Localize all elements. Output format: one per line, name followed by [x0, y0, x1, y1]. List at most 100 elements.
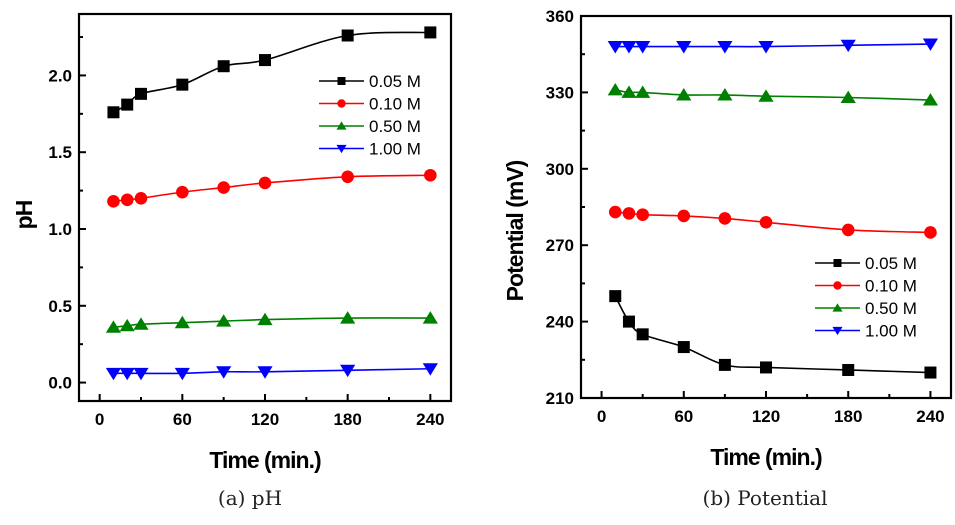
legend: 0.05 M 0.10 M 0.50 M 1.00 M — [815, 254, 917, 341]
x-tick-label: 0 — [95, 410, 104, 429]
data-point — [340, 364, 356, 378]
data-point — [608, 205, 622, 219]
x-tick-label: 120 — [752, 407, 780, 426]
data-point — [607, 41, 623, 54]
legend-label: 0.05 M — [369, 72, 421, 91]
legend: 0.05 M 0.10 M 0.50 M 1.00 M — [319, 72, 421, 159]
data-point — [217, 60, 230, 73]
data-point — [924, 366, 937, 379]
data-point — [840, 39, 856, 53]
series-100M — [607, 38, 939, 54]
data-point — [635, 85, 651, 98]
data-point — [924, 226, 937, 239]
y-tick-label: 1.5 — [48, 143, 72, 162]
data-point — [216, 366, 232, 379]
x-tick-label: 240 — [416, 410, 444, 429]
data-point — [135, 87, 147, 100]
legend-item: 0.50 M — [815, 299, 917, 318]
legend-label: 0.05 M — [865, 254, 917, 273]
legend-marker — [832, 303, 843, 312]
series-010M — [107, 168, 437, 208]
data-point — [758, 41, 774, 54]
data-point — [717, 88, 733, 101]
y-tick-label: 360 — [546, 7, 574, 26]
data-point — [105, 367, 122, 381]
legend-marker — [832, 326, 843, 336]
y-tick-label: 240 — [546, 313, 574, 332]
data-point — [424, 168, 437, 182]
legend-label: 0.50 M — [369, 117, 421, 136]
x-tick-label: 120 — [251, 410, 279, 429]
y-axis-title: Potential (mV) — [502, 160, 528, 301]
data-point — [133, 367, 149, 381]
legend-label: 1.00 M — [865, 322, 917, 341]
y-tick-label: 330 — [546, 83, 574, 102]
x-tick-label: 240 — [916, 407, 944, 426]
data-point — [759, 215, 773, 229]
data-point — [341, 29, 354, 42]
series-line — [615, 43, 931, 48]
data-point — [121, 98, 134, 111]
data-point — [718, 212, 732, 225]
y-tick-label: 210 — [546, 389, 574, 408]
series-005M — [107, 26, 437, 119]
data-point — [922, 93, 939, 106]
data-point — [635, 41, 651, 54]
data-point — [717, 41, 733, 54]
series-line — [113, 367, 431, 375]
data-point — [622, 315, 635, 328]
x-tick-label: 180 — [333, 410, 361, 429]
legend-marker — [833, 281, 842, 290]
data-point — [216, 314, 232, 327]
data-point — [636, 328, 649, 341]
data-point — [676, 88, 692, 101]
legend-item: 1.00 M — [319, 140, 421, 159]
data-point — [258, 176, 272, 190]
legend-label: 0.50 M — [865, 299, 917, 318]
x-tick-label: 0 — [597, 407, 606, 426]
legend-item: 0.05 M — [319, 72, 421, 91]
data-point — [424, 26, 437, 39]
y-tick-label: 270 — [546, 236, 574, 255]
data-point — [840, 90, 856, 104]
data-point — [134, 191, 148, 205]
series-010M — [608, 205, 937, 239]
data-point — [259, 54, 271, 67]
x-tick-label: 60 — [674, 407, 693, 426]
data-point — [133, 317, 149, 330]
plot-frame — [579, 14, 953, 400]
data-point — [621, 41, 637, 54]
data-point — [107, 195, 120, 208]
data-point — [176, 185, 189, 199]
data-point — [120, 193, 134, 207]
data-point — [922, 38, 939, 51]
data-point — [621, 85, 637, 98]
data-point — [636, 208, 649, 221]
data-point — [105, 320, 122, 333]
series-050M — [105, 311, 438, 333]
data-point — [176, 78, 189, 91]
data-point — [622, 207, 636, 220]
data-point — [842, 363, 855, 376]
x-tick-label: 60 — [173, 410, 192, 429]
data-point — [607, 82, 623, 96]
y-tick-label: 1.0 — [48, 220, 72, 239]
series-line — [113, 174, 431, 203]
data-point — [841, 223, 855, 237]
legend-label: 0.10 M — [369, 95, 421, 114]
data-point — [119, 318, 135, 332]
legend-marker — [336, 121, 347, 130]
series-100M — [105, 363, 438, 381]
data-point — [609, 290, 622, 303]
legend-item: 1.00 M — [815, 322, 917, 341]
figure-caption: (a) pH — [218, 486, 282, 510]
legend-label: 1.00 M — [369, 140, 421, 159]
legend-item: 0.10 M — [319, 95, 421, 114]
data-point — [758, 89, 774, 102]
series-line — [113, 317, 431, 329]
legend-item: 0.10 M — [815, 277, 917, 296]
series-line — [615, 211, 931, 234]
data-point — [676, 41, 692, 54]
data-point — [340, 311, 356, 324]
